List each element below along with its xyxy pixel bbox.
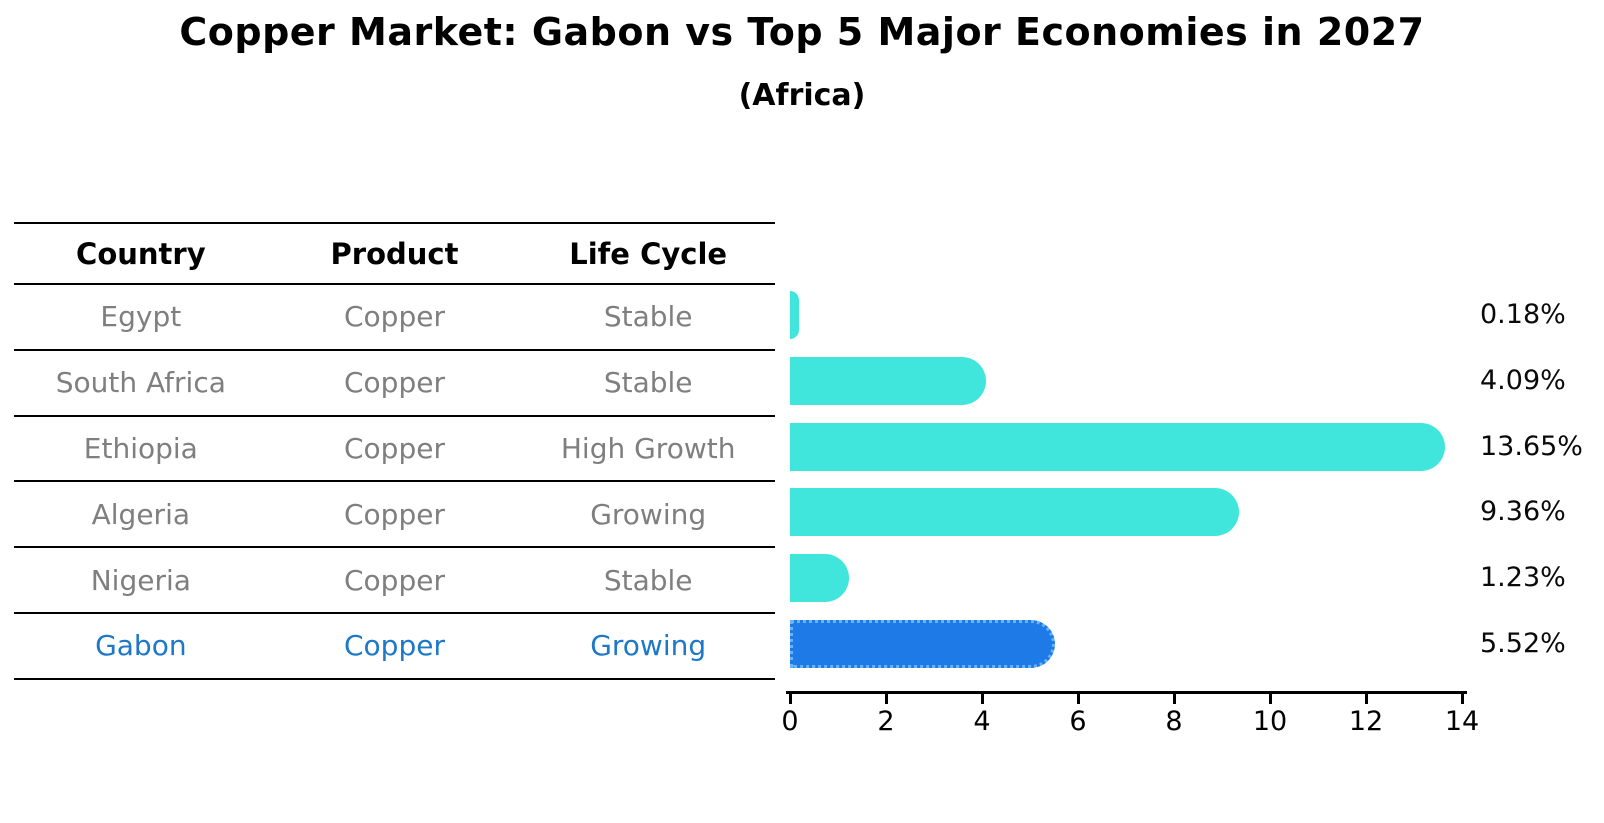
x-axis-tick (1364, 694, 1368, 704)
table-row: Nigeria Copper Stable (14, 548, 775, 614)
bar (790, 488, 1240, 537)
cell-product: Copper (344, 497, 445, 531)
bar-row: 0.18% (790, 282, 1604, 348)
x-axis-tick (884, 694, 888, 704)
x-axis-tick (980, 694, 984, 704)
x-axis-tick (1460, 694, 1464, 704)
bar-row: 5.52% (790, 611, 1604, 677)
chart-title: Copper Market: Gabon vs Top 5 Major Econ… (179, 10, 1425, 54)
cell-product: Copper (344, 366, 445, 400)
bar-value-label: 9.36% (1480, 496, 1566, 528)
bar-value-label: 0.18% (1480, 299, 1566, 330)
cell-product: Copper (344, 431, 445, 465)
bar-value-label: 4.09% (1480, 364, 1566, 396)
bar-rows: 0.18% 4.09% 13.65% 9.36% 1.23% 5.52% (790, 282, 1604, 677)
bar (790, 619, 1055, 668)
bar-value-label: 13.65% (1480, 430, 1583, 462)
bar (790, 291, 799, 339)
country-table: Country Product Life Cycle Egypt Copper … (14, 222, 775, 680)
bar-value-label: 5.52% (1480, 627, 1566, 659)
bar-row: 13.65% (790, 414, 1604, 480)
cell-country: Gabon (95, 629, 187, 663)
cell-life-cycle: Growing (590, 497, 707, 531)
cell-life-cycle: Stable (603, 366, 693, 400)
cell-country: Algeria (91, 497, 191, 531)
table-body: Egypt Copper Stable South Africa Copper … (14, 285, 775, 680)
x-axis: 0 2 4 6 8 10 12 14 (781, 691, 1479, 751)
cell-life-cycle: Growing (590, 629, 707, 663)
cell-product: Copper (344, 300, 445, 334)
x-axis-tick (1172, 694, 1176, 704)
table-row: Algeria Copper Growing (14, 482, 775, 549)
cell-country: South Africa (55, 366, 226, 400)
x-axis-tick-label: 0 (781, 706, 799, 737)
table-row: Gabon Copper Growing (14, 614, 775, 680)
bar-chart: 0.18% 4.09% 13.65% 9.36% 1.23% 5.52% (790, 282, 1604, 677)
column-header-life-cycle: Life Cycle (569, 236, 728, 271)
cell-life-cycle: Stable (603, 300, 693, 334)
bar-row: 4.09% (790, 348, 1604, 414)
x-axis-tick-label: 2 (877, 706, 895, 737)
x-axis-tick-label: 6 (1069, 706, 1087, 737)
bar-row: 9.36% (790, 479, 1604, 545)
table-row: Egypt Copper Stable (14, 285, 775, 351)
x-axis-tick-label: 14 (1444, 706, 1480, 737)
x-axis-tick (788, 694, 792, 704)
cell-product: Copper (344, 629, 445, 663)
cell-country: Ethiopia (83, 431, 198, 465)
bar (790, 356, 987, 405)
chart-subtitle: (Africa) (738, 78, 866, 113)
x-axis-line (786, 691, 1467, 694)
cell-country: Egypt (100, 300, 182, 334)
table-row: South Africa Copper Stable (14, 351, 775, 417)
x-axis-tick (1076, 694, 1080, 704)
cell-country: Nigeria (90, 563, 191, 597)
column-header-product: Product (330, 236, 459, 271)
x-axis-tick (1268, 694, 1272, 704)
bar-value-label: 1.23% (1480, 562, 1566, 594)
column-header-country: Country (76, 236, 206, 271)
x-axis-tick-label: 8 (1165, 706, 1183, 737)
x-axis-tick-label: 10 (1252, 706, 1288, 737)
bar (790, 554, 850, 603)
table-row: Ethiopia Copper High Growth (14, 417, 775, 483)
bar-row: 1.23% (790, 545, 1604, 611)
table-header-row: Country Product Life Cycle (14, 222, 775, 285)
bar (790, 422, 1446, 471)
cell-life-cycle: High Growth (560, 431, 736, 465)
cell-product: Copper (344, 563, 445, 597)
x-axis-tick-label: 12 (1348, 706, 1384, 737)
cell-life-cycle: Stable (603, 563, 693, 597)
x-axis-tick-label: 4 (973, 706, 991, 737)
